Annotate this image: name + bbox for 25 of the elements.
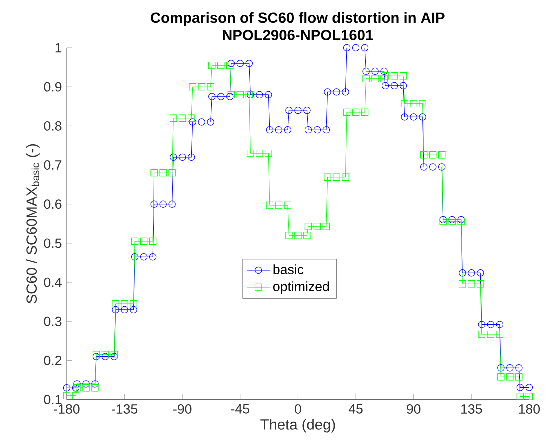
y-tick-label: 0.3 [44, 317, 62, 326]
x-tick-label: -135 [112, 404, 138, 414]
y-tick-label: 0.6 [44, 200, 62, 210]
x-tick-label: -90 [174, 404, 192, 414]
legend-label: basic [274, 264, 304, 275]
x-tick-label: 135 [462, 404, 482, 414]
y-tick-label: 0.1 [44, 395, 62, 405]
x-tick-label: -180 [54, 404, 80, 414]
x-tick-label: 90 [407, 404, 421, 414]
y-tick-label: 0.2 [44, 356, 62, 366]
x-tick-label: 0 [295, 404, 302, 414]
y-axis-title: SC60 / SC60MAX$_{basic}$ (-) [26, 144, 40, 304]
chart-subtitle: NPOL2906-NPOL1601 [223, 30, 374, 41]
y-tick-label: 0.7 [44, 160, 62, 170]
y-tick-label: 0.5 [44, 238, 62, 248]
x-axis-title: Theta (deg) [260, 419, 336, 433]
chart-title: Comparison of SC60 flow distortion in AIP [151, 12, 445, 26]
y-tick-label: 1 [56, 43, 62, 53]
x-tick-label: -45 [231, 404, 250, 414]
y-tick-label: 0.9 [44, 82, 62, 92]
x-tick-label: 180 [519, 404, 540, 414]
y-tick-label: 0.8 [44, 122, 62, 131]
x-tick-label: 45 [348, 404, 363, 414]
legend-label: optimized [273, 282, 330, 294]
y-tick-label: 0.4 [44, 278, 62, 288]
